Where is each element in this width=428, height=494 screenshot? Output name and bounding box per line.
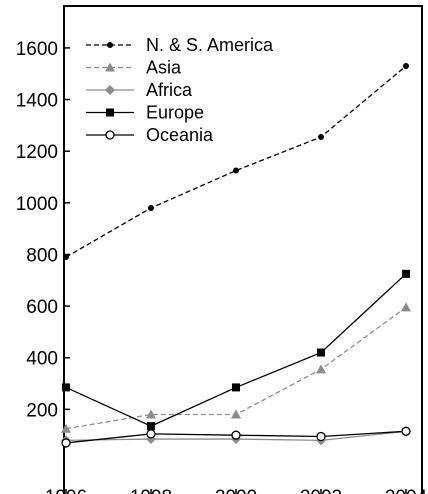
plot-frame: [63, 5, 423, 494]
x-tick-label-2002: 2002: [300, 487, 342, 494]
legend-item-oceania: Oceania: [86, 125, 214, 145]
legend-marker-asia: [105, 62, 115, 72]
y-tick-label-1000: 1000: [16, 194, 58, 215]
series-oceania: [61, 426, 411, 448]
point-asia-1996: [61, 423, 71, 433]
y-tick-label-400: 400: [26, 349, 58, 370]
series-europe: [62, 269, 410, 431]
point-oceania-2000: [231, 430, 241, 440]
point-oceania-2004: [401, 426, 411, 436]
point-europe-2004: [402, 269, 410, 278]
point-n-s-america-2000: [233, 167, 239, 174]
axis-layer: 200 400 600 800 1000 1200 1400 1600 1996 1998 2000…: [16, 39, 428, 494]
point-asia-1998: [146, 409, 156, 419]
y-tick-label-200: 200: [26, 400, 58, 421]
legend-item-europe: Europe: [86, 103, 204, 123]
legend-item-africa: Africa: [86, 80, 193, 100]
point-europe-2002: [317, 348, 325, 357]
point-oceania-2002: [316, 431, 326, 442]
point-asia-2004: [401, 302, 411, 312]
legend-label-oceania: Oceania: [146, 125, 214, 145]
point-asia-2002: [316, 364, 326, 374]
legend-marker-africa: [105, 85, 115, 95]
x-tick-label-1998: 1998: [130, 487, 172, 494]
series-line-europe: [65, 273, 407, 427]
y-tick-label-1600: 1600: [16, 39, 58, 60]
point-n-s-america-1998: [148, 204, 154, 211]
legend-marker-europe: [106, 108, 114, 117]
legend-item-asia: Asia: [86, 58, 182, 78]
series-asia: [61, 302, 411, 433]
point-n-s-america-2004: [403, 62, 409, 69]
legend-label-n-s-america: N. & S. America: [146, 35, 274, 55]
legend-marker-oceania: [105, 130, 115, 140]
point-europe-1998: [147, 422, 155, 431]
point-n-s-america-1996: [63, 254, 69, 261]
series-layer: [61, 62, 411, 448]
y-tick-label-1400: 1400: [16, 91, 58, 112]
y-tick-label-1200: 1200: [16, 142, 58, 163]
point-oceania-1996: [61, 438, 71, 448]
x-tick-label-2000: 2000: [215, 487, 257, 494]
y-tick-label-600: 600: [26, 297, 58, 318]
legend-marker-n-s-america: [107, 42, 113, 48]
legend-label-africa: Africa: [146, 80, 193, 100]
point-n-s-america-2002: [318, 133, 324, 140]
point-oceania-1998: [146, 429, 156, 439]
legend-label-asia: Asia: [146, 58, 182, 78]
series-n-s-america: [63, 62, 409, 261]
legend-item-n-s-america: N. & S. America: [86, 35, 274, 55]
point-europe-2000: [232, 383, 240, 392]
legend-label-europe: Europe: [146, 103, 204, 123]
y-tick-label-800: 800: [26, 245, 58, 266]
point-europe-1996: [62, 383, 70, 392]
point-asia-2000: [231, 409, 241, 419]
x-tick-label-1996: 1996: [45, 487, 87, 494]
series-line-n-s-america: [65, 65, 407, 258]
